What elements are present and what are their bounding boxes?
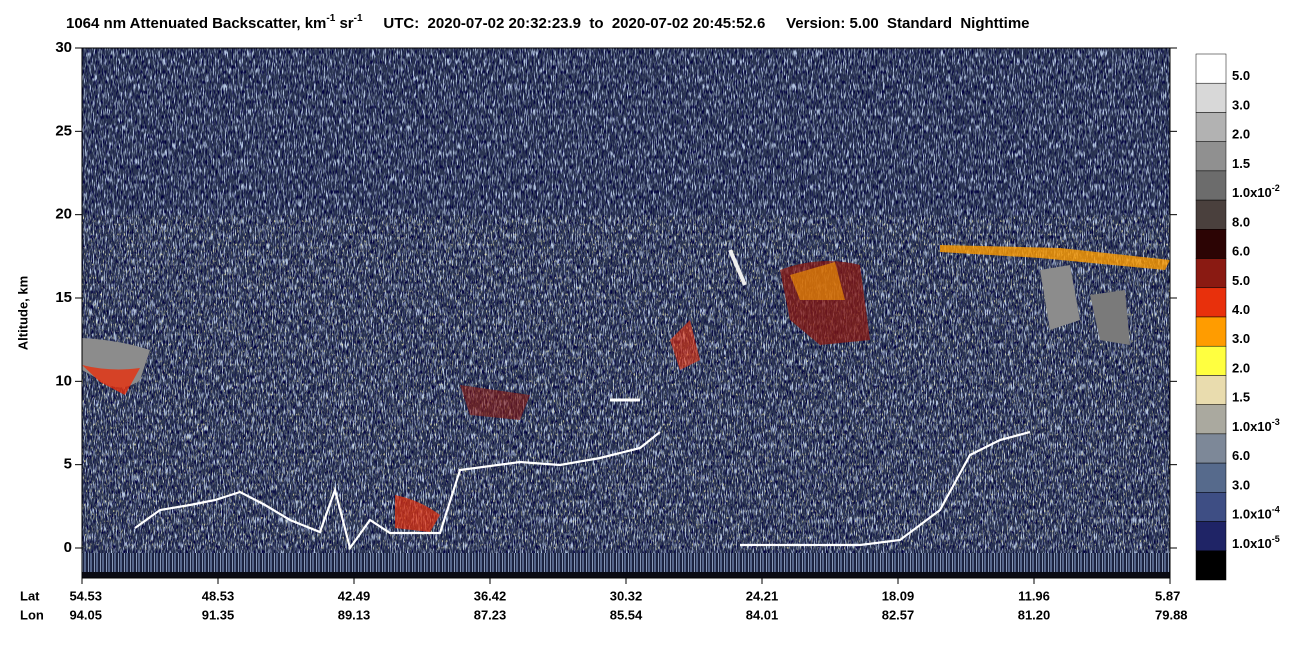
y-tick-label: 15: [55, 289, 72, 306]
colorbar-swatch: [1195, 141, 1227, 172]
x-tick-label: 11.96: [1018, 588, 1050, 603]
title-superscript: -1: [326, 13, 335, 24]
colorbar-label-text: 2.0: [1232, 361, 1250, 376]
y-tick-label: 0: [64, 539, 72, 556]
x-tick-label: 30.32: [610, 588, 643, 603]
colorbar-label: 1.0x10-5: [1232, 534, 1280, 551]
colorbar-label-text: 6.0: [1232, 244, 1250, 259]
colorbar-label: 6.0: [1232, 449, 1250, 464]
colorbar-swatch: [1195, 170, 1227, 201]
y-tick-label: 10: [55, 372, 72, 389]
y-tick-label: 20: [55, 206, 72, 223]
colorbar-swatch: [1195, 287, 1227, 318]
colorbar-label-text: 3.0: [1232, 478, 1250, 493]
title-text: sr: [335, 15, 354, 32]
colorbar-label-text: 1.5: [1232, 156, 1250, 171]
colorbar-swatch: [1195, 345, 1227, 376]
x-tick-label: 5.87: [1155, 588, 1180, 603]
y-tick-label: 30: [55, 39, 72, 56]
colorbar-swatch: [1195, 462, 1227, 493]
colorbar-label: 1.0x10-2: [1232, 183, 1280, 200]
colorbar-label: 6.0: [1232, 244, 1250, 259]
title-superscript: -1: [354, 13, 363, 24]
x-tick-label: 36.42: [474, 588, 507, 603]
colorbar-swatch: [1195, 375, 1227, 405]
colorbar-label: 2.0: [1232, 127, 1250, 142]
y-axis-label: Altitude, km: [15, 276, 30, 350]
colorbar-swatch: [1195, 550, 1227, 581]
x-tick-label: 18.09: [882, 588, 915, 603]
colorbar-label: 1.0x10-3: [1232, 417, 1280, 434]
colorbar-label: 8.0: [1232, 215, 1250, 230]
colorbar-label-text: 1.0x10: [1232, 419, 1272, 434]
x-tick-label: 79.88: [1155, 607, 1188, 622]
y-tick-label: 5: [64, 456, 72, 473]
x-tick-label: 48.53: [202, 588, 235, 603]
chart-title: 1064 nm Attenuated Backscatter, km-1 sr-…: [66, 13, 1030, 32]
colorbar-label: 4.0: [1232, 302, 1250, 317]
x-tick-label: 81.20: [1018, 607, 1051, 622]
colorbar-label-sup: -3: [1272, 417, 1280, 427]
colorbar-label: 3.0: [1232, 98, 1250, 113]
colorbar-label-text: 3.0: [1232, 332, 1250, 347]
colorbar-label-text: 1.0x10: [1232, 186, 1272, 201]
colorbar-swatch: [1195, 82, 1227, 113]
colorbar-swatch: [1195, 433, 1227, 464]
title-text: UTC: 2020-07-02 20:32:23.9 to 2020-07-02…: [363, 15, 1030, 32]
x-tick-label: 82.57: [882, 607, 915, 622]
colorbar-label-text: 5.0: [1232, 273, 1250, 288]
colorbar-label: 1.0x10-4: [1232, 505, 1280, 522]
colorbar-swatch: [1195, 199, 1227, 230]
x-tick-label: 54.53: [69, 588, 102, 603]
colorbar-label-sup: -5: [1272, 534, 1280, 544]
colorbar-label-text: 8.0: [1232, 215, 1250, 230]
colorbar-swatch: [1195, 521, 1227, 552]
colorbar-swatch: [1195, 258, 1227, 289]
colorbar-label-text: 2.0: [1232, 127, 1250, 142]
colorbar-label-sup: -4: [1272, 505, 1280, 515]
x-row-name: Lat: [20, 588, 40, 603]
colorbar-label: 1.5: [1232, 156, 1250, 171]
colorbar-swatch: [1195, 53, 1227, 84]
y-tick-label: 25: [55, 122, 72, 139]
colorbar-label-text: 4.0: [1232, 302, 1250, 317]
x-tick-label: 24.21: [746, 588, 779, 603]
colorbar-label: 5.0: [1232, 273, 1250, 288]
x-tick-label: 94.05: [69, 607, 102, 622]
colorbar-label-text: 3.0: [1232, 98, 1250, 113]
colorbar-label: 3.0: [1232, 332, 1250, 347]
x-tick-label: 91.35: [202, 607, 235, 622]
title-text: 1064 nm Attenuated Backscatter, km: [66, 15, 326, 32]
colorbar-swatch: [1195, 316, 1227, 347]
colorbar-label-text: 5.0: [1232, 69, 1250, 84]
curtain-image: [82, 48, 1170, 578]
colorbar-label-text: 1.5: [1232, 390, 1250, 405]
colorbar-label-sup: -2: [1272, 183, 1280, 193]
colorbar-label: 1.5: [1232, 390, 1250, 405]
colorbar-swatch: [1195, 492, 1227, 522]
x-tick-label: 84.01: [746, 607, 779, 622]
x-row-name: Lon: [20, 607, 44, 622]
colorbar-label-text: 1.0x10: [1232, 507, 1272, 522]
x-tick-label: 42.49: [338, 588, 371, 603]
colorbar-swatch: [1195, 112, 1227, 142]
x-tick-label: 85.54: [610, 607, 643, 622]
colorbar-label-text: 1.0x10: [1232, 536, 1272, 551]
x-tick-label: 89.13: [338, 607, 371, 622]
colorbar-label: 2.0: [1232, 361, 1250, 376]
x-tick-label: 87.23: [474, 607, 507, 622]
colorbar-swatch: [1195, 229, 1227, 259]
colorbar-label: 3.0: [1232, 478, 1250, 493]
colorbar-label: 5.0: [1232, 69, 1250, 84]
colorbar-swatch: [1195, 404, 1227, 435]
colorbar-label-text: 6.0: [1232, 449, 1250, 464]
